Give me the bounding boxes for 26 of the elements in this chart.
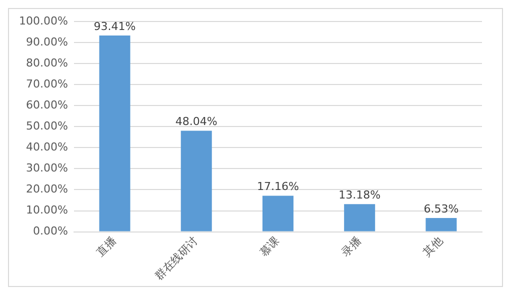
y-tick-label: 40.00% bbox=[26, 140, 68, 154]
data-label: 93.41% bbox=[94, 20, 136, 33]
y-tick-label: 30.00% bbox=[26, 162, 68, 175]
y-tick-label: 50.00% bbox=[26, 120, 68, 133]
y-tick-label: 80.00% bbox=[26, 56, 68, 70]
y-tick-label: 0.00% bbox=[32, 224, 68, 238]
y-tick-label: 100.00% bbox=[18, 14, 68, 28]
y-tick-label: 10.00% bbox=[26, 204, 68, 217]
x-tick-label: 其他 bbox=[420, 234, 446, 260]
x-tick-label: 录播 bbox=[338, 234, 364, 260]
data-label: 48.04% bbox=[175, 115, 218, 128]
bar bbox=[99, 35, 130, 232]
y-tick-label: 70.00% bbox=[26, 78, 68, 91]
data-label: 13.18% bbox=[338, 188, 381, 202]
bar bbox=[262, 196, 294, 232]
y-tick-label: 60.00% bbox=[26, 98, 68, 112]
bar bbox=[426, 218, 457, 232]
x-tick-label: 群在线研讨 bbox=[152, 234, 200, 282]
y-tick-label: 90.00% bbox=[26, 35, 68, 48]
bar bbox=[344, 204, 376, 232]
bar bbox=[180, 130, 212, 232]
y-tick-label: 20.00% bbox=[26, 182, 68, 196]
x-tick-label: 直播 bbox=[94, 234, 119, 260]
x-tick-label: 慕课 bbox=[257, 234, 282, 260]
data-label: 6.53% bbox=[424, 202, 459, 216]
data-label: 17.16% bbox=[256, 180, 299, 194]
